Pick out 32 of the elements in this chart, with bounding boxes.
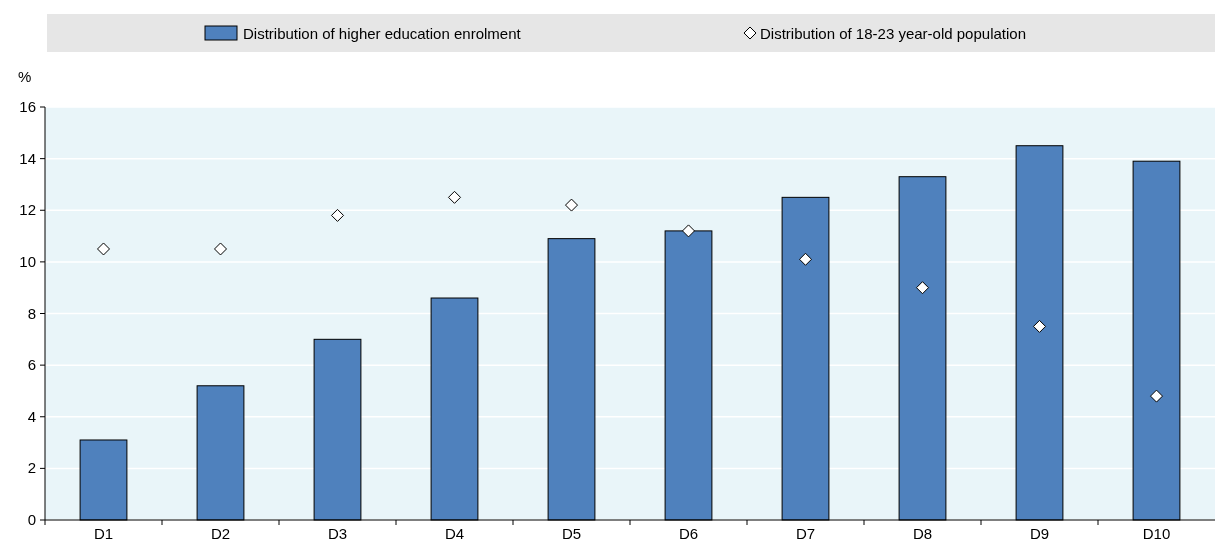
y-tick-label: 2 — [27, 459, 36, 477]
legend-label: Distribution of higher education enrolment — [243, 24, 522, 42]
x-tick-label: D5 — [561, 525, 582, 542]
x-tick-label: D6 — [678, 525, 699, 542]
y-tick-label: 10 — [19, 252, 36, 270]
point — [1033, 319, 1046, 333]
point — [97, 242, 110, 256]
x-tick-label: D1 — [93, 525, 114, 542]
y-tick-label: 0 — [27, 511, 36, 528]
legend-label: Distribution of 18-23 year-old population — [760, 24, 1026, 42]
y-tick-label: 8 — [27, 304, 36, 322]
y-tick-label: 16 — [19, 98, 36, 115]
point — [448, 190, 461, 204]
point — [565, 198, 578, 212]
point — [1150, 389, 1163, 403]
y-tick-label: 14 — [19, 149, 36, 167]
y-axis-title: % — [18, 68, 32, 85]
x-tick-label: D9 — [1029, 525, 1050, 542]
point — [331, 208, 344, 222]
point — [799, 252, 812, 266]
y-tick-label: 6 — [27, 356, 36, 374]
x-tick-label: D4 — [444, 525, 465, 542]
y-tick-label: 4 — [27, 407, 36, 425]
y-tick-label: 12 — [19, 201, 36, 219]
x-tick-label: D3 — [327, 525, 348, 542]
x-tick-label: D7 — [795, 525, 816, 542]
point — [682, 224, 695, 238]
x-tick-label: D2 — [210, 525, 231, 542]
x-tick-label: D8 — [912, 525, 933, 542]
point — [214, 242, 227, 256]
point — [916, 281, 929, 295]
x-tick-label: D10 — [1142, 525, 1171, 542]
